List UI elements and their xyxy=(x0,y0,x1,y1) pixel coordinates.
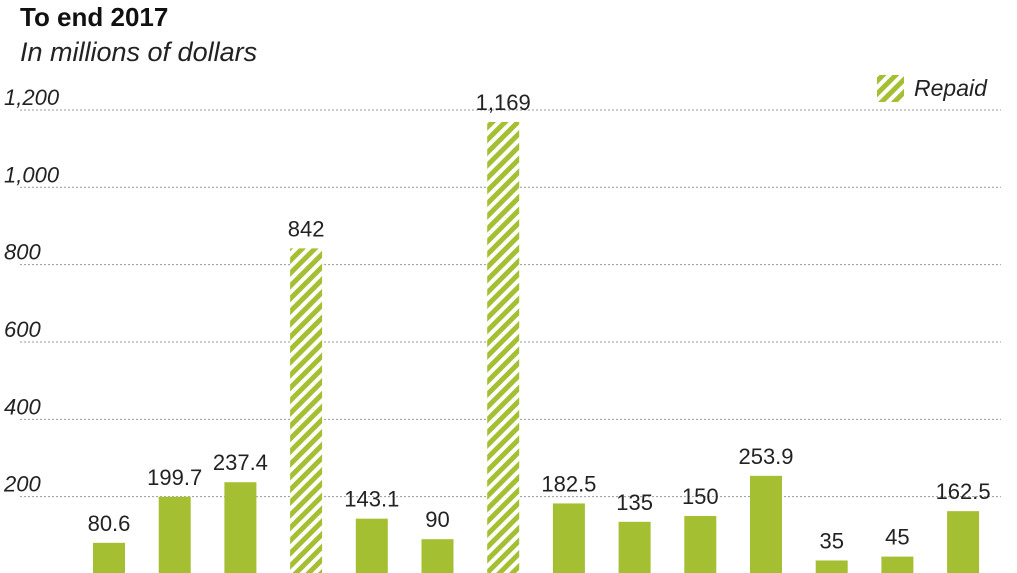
bar xyxy=(552,503,585,573)
bar xyxy=(881,556,914,573)
bar xyxy=(158,496,191,573)
legend-repaid-swatch xyxy=(877,75,904,102)
y-tick-label: 200 xyxy=(3,472,41,497)
bar-repaid xyxy=(290,248,323,573)
y-tick-label: 600 xyxy=(4,317,41,342)
bar-value-label: 90 xyxy=(425,507,449,532)
bar-value-label: 1,169 xyxy=(476,90,531,115)
bar xyxy=(355,518,388,573)
gridlines: 200 400 600 800 1,000 1,200 xyxy=(3,85,1001,498)
bar-value-label: 80.6 xyxy=(88,511,131,536)
y-tick-label: 1,200 xyxy=(4,85,60,110)
bar-value-label: 150 xyxy=(682,484,719,509)
bar xyxy=(684,515,717,573)
bar-value-label: 253.9 xyxy=(738,444,793,469)
bars xyxy=(93,121,980,573)
chart-subtitle: In millions of dollars xyxy=(20,37,258,67)
bar-value-label: 842 xyxy=(288,216,325,241)
bar-value-label: 162.5 xyxy=(936,479,991,504)
bar xyxy=(815,560,848,573)
bar-value-label: 182.5 xyxy=(541,471,596,496)
y-tick-label: 400 xyxy=(4,394,41,419)
bar xyxy=(947,511,980,573)
data-labels: 80.6 199.7 237.4 842 143.1 90 1,169 182.5 135 150… xyxy=(88,90,991,554)
legend: Repaid xyxy=(877,75,988,102)
legend-repaid-label: Repaid xyxy=(914,75,988,101)
bar-value-label: 35 xyxy=(819,528,843,553)
y-tick-label: 1,000 xyxy=(4,162,60,187)
chart-title: To end 2017 xyxy=(20,2,169,32)
bar xyxy=(224,482,257,573)
bar-value-label: 45 xyxy=(885,525,909,550)
bar xyxy=(618,521,651,573)
y-tick-label: 800 xyxy=(4,240,41,265)
bar-repaid xyxy=(487,121,520,573)
bar-value-label: 237.4 xyxy=(213,450,268,475)
bar xyxy=(750,475,782,573)
bar-value-label: 135 xyxy=(616,490,653,515)
bar xyxy=(421,539,454,573)
bar-value-label: 199.7 xyxy=(147,465,202,490)
bar-value-label: 143.1 xyxy=(344,487,399,512)
bar xyxy=(93,542,125,573)
